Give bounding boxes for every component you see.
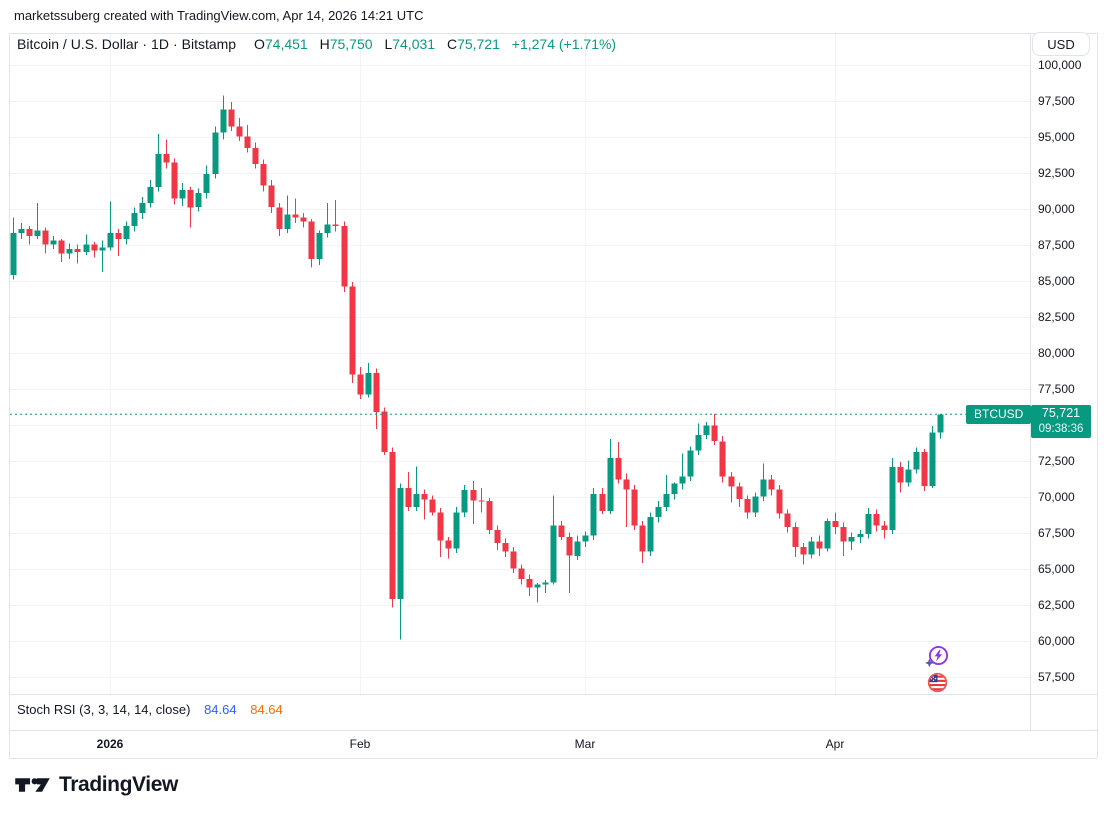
open-label: O (253, 36, 265, 52)
time-axis-label: 2026 (96, 737, 124, 751)
indicator-name[interactable]: Stoch RSI (3, 3, 14, 14, close) (17, 702, 191, 717)
high-value: 75,750 (329, 36, 373, 52)
low-value: 74,031 (392, 36, 436, 52)
close-value: 75,721 (457, 36, 500, 52)
last-price-axis-label: 75,721 09:38:36 (1031, 404, 1091, 438)
ohlc-values: O74,451 H75,750 L74,031 C75,721 +1,274 (… (254, 36, 616, 52)
currency-usd-button[interactable]: USD (1032, 32, 1090, 56)
high-label: H (319, 36, 330, 52)
time-axis-label: Mar (574, 737, 596, 751)
time-axis[interactable]: 2026 Feb Mar Apr (0, 730, 1107, 757)
time-axis-label: Feb (349, 737, 371, 751)
exchange-label: Bitstamp (181, 36, 237, 52)
stoch-k-value: 84.64 (204, 702, 237, 717)
us-flag-event-icon[interactable] (926, 671, 949, 694)
chart-legend[interactable]: Bitcoin / U.S. Dollar · 1D · Bitstamp O74,45… (17, 36, 616, 52)
attribution-text: marketssuberg created with TradingView.c… (14, 8, 424, 23)
tradingview-logo[interactable]: TradingView (14, 772, 178, 798)
bar-countdown: 09:38:36 (1038, 422, 1084, 435)
stoch-d-value: 84.64 (250, 702, 283, 717)
tradingview-logo-icon (14, 772, 51, 798)
spark-lightning-event-icon[interactable] (924, 644, 951, 671)
tradingview-logo-text: TradingView (59, 773, 178, 796)
last-price-value: 75,721 (1041, 405, 1081, 420)
open-value: 74,451 (264, 36, 308, 52)
interval-label[interactable]: 1D (151, 36, 169, 52)
close-label: C (446, 36, 458, 52)
low-label: L (384, 36, 393, 52)
symbol-price-line-tag: BTCUSD (966, 404, 1032, 424)
legend-separator: · (172, 36, 178, 52)
change-value: +1,274 (+1.71%) (511, 36, 617, 52)
time-axis-label: Apr (825, 737, 845, 751)
indicator-legend-stoch-rsi[interactable]: Stoch RSI (3, 3, 14, 14, close) 84.64 84… (17, 702, 283, 717)
symbol-title[interactable]: Bitcoin / U.S. Dollar (17, 36, 139, 52)
indicator-params: (3, 3, 14, 14, close) (79, 702, 191, 717)
legend-separator: · (142, 36, 148, 52)
